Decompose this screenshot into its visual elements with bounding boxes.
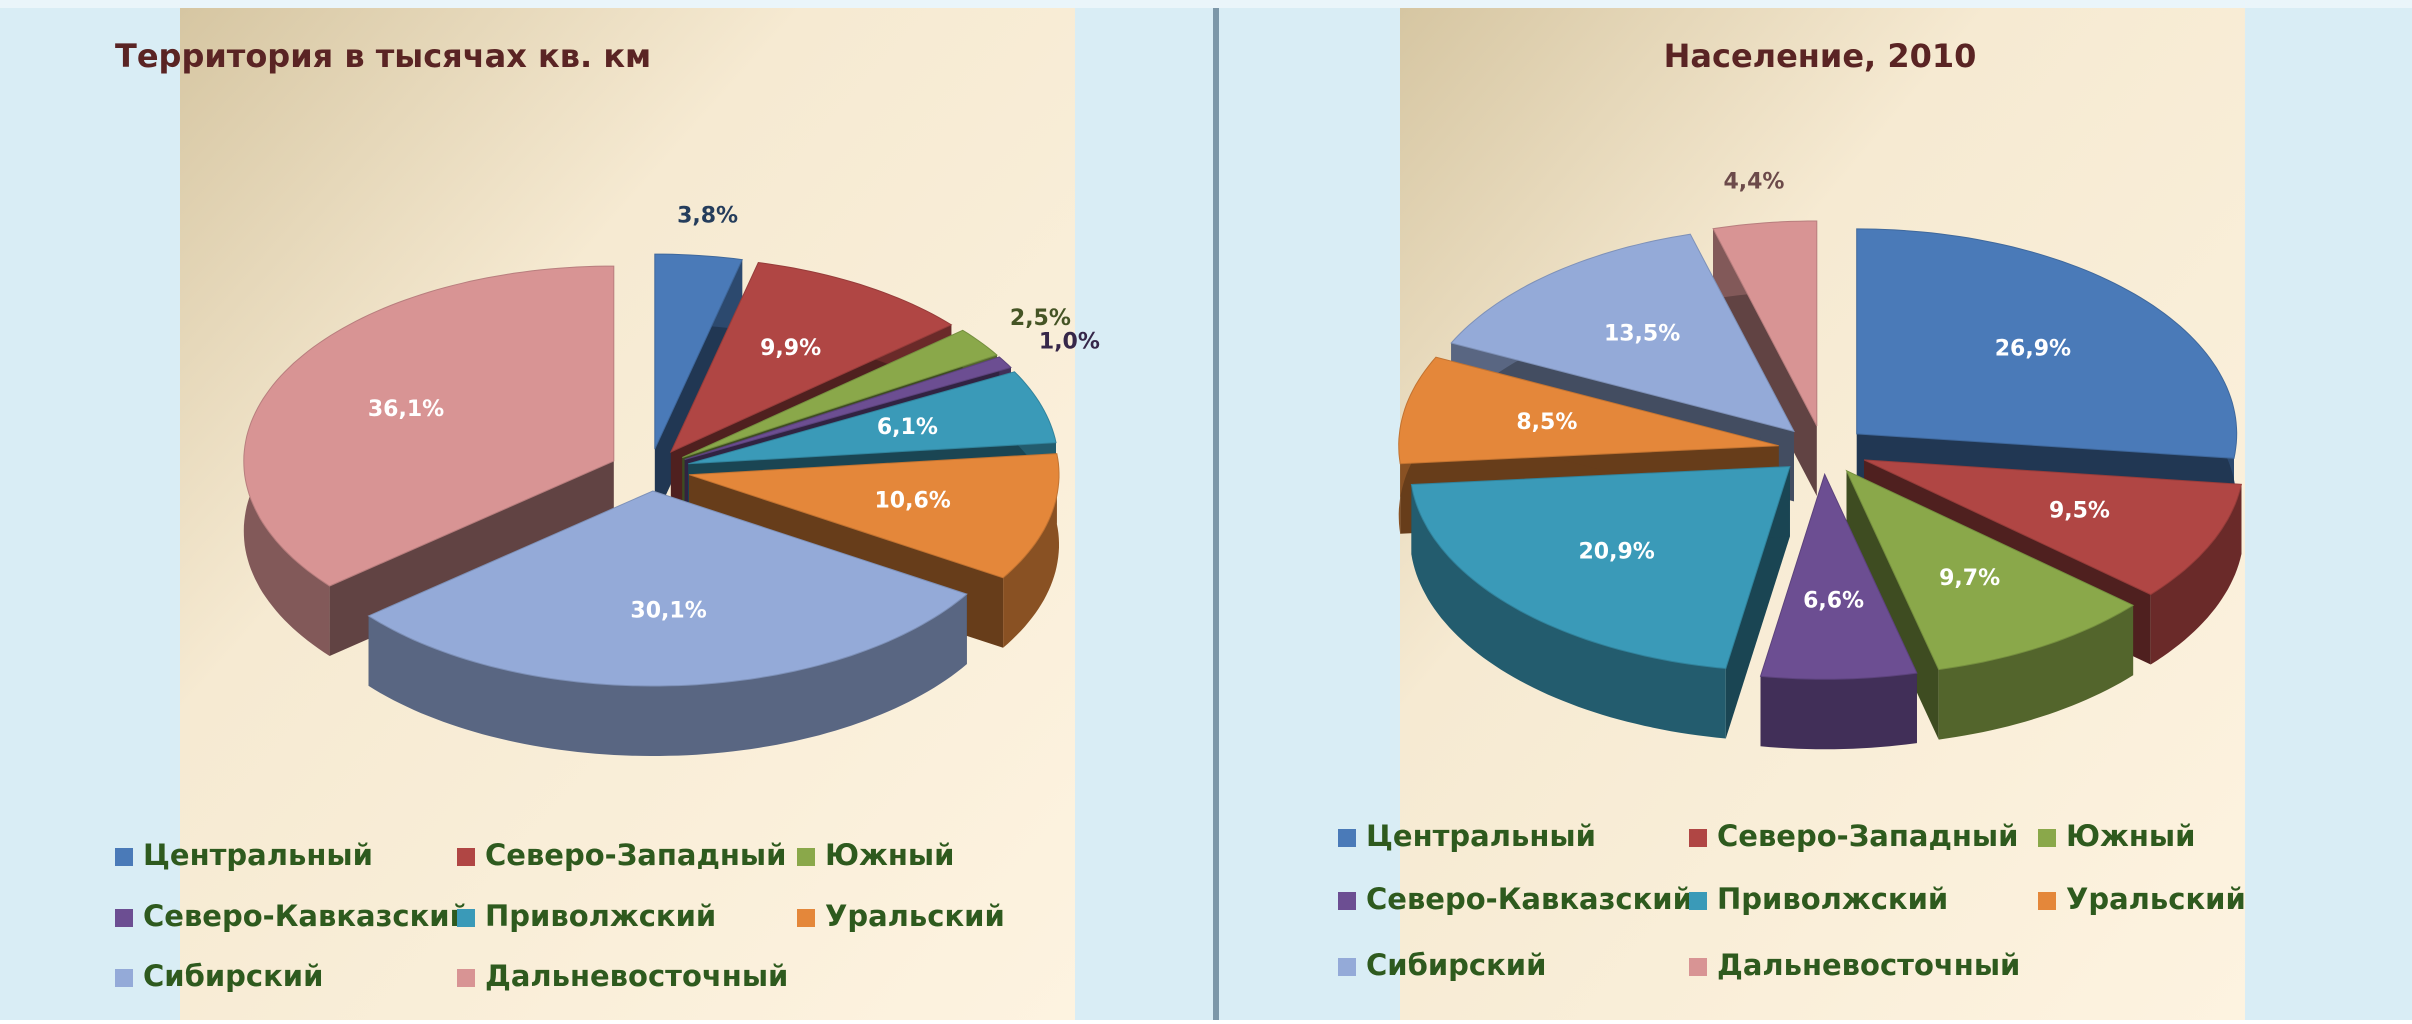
pie-slice (1712, 220, 1818, 427)
pie-slice (688, 453, 1060, 579)
slice-side (368, 594, 967, 756)
divider (1213, 0, 1219, 1020)
data-label: 13,5% (1604, 321, 1680, 346)
legend-swatch (115, 848, 133, 866)
data-label: 9,5% (2049, 498, 2110, 523)
slice-side (1003, 453, 1059, 648)
pie-slice (1450, 233, 1795, 433)
legend-label: Приволжский (485, 899, 716, 933)
chart-title: Население, 2010 (1664, 37, 1977, 75)
data-label: 30,1% (630, 599, 706, 624)
legend-swatch (797, 909, 815, 927)
legend-swatch (797, 848, 815, 866)
top-border (0, 0, 2412, 8)
pie-slice (688, 371, 1057, 465)
legend-label: Центральный (143, 838, 373, 872)
pie-slice (367, 490, 968, 687)
pie-slice (1410, 465, 1791, 670)
pie-slice (1863, 459, 2243, 596)
legend-swatch (1689, 829, 1707, 847)
legend-label: Северо-Западный (485, 838, 786, 872)
pie-slice (1856, 228, 2238, 459)
data-label: 4,4% (1723, 169, 1784, 194)
data-label: 20,9% (1578, 540, 1654, 565)
pie-slice (1759, 472, 1918, 680)
legend-swatch (457, 848, 475, 866)
slice-side (1411, 484, 1726, 739)
data-label: 6,6% (1803, 588, 1864, 613)
legend-label: Сибирский (1366, 948, 1546, 982)
slice-side (2150, 484, 2242, 665)
legend-label: Южный (2066, 819, 2195, 853)
legend-swatch (1338, 829, 1356, 847)
data-label: 6,1% (877, 415, 938, 440)
pie-slice (1845, 469, 2135, 671)
legend-swatch (1689, 958, 1707, 976)
legend-label: Сибирский (143, 959, 323, 993)
legend-label: Южный (825, 838, 954, 872)
data-label: 8,5% (1516, 410, 1577, 435)
pie-slice (682, 329, 998, 458)
pie-slice (243, 265, 615, 587)
pie-slice (684, 356, 1012, 460)
legend-swatch (2038, 829, 2056, 847)
legend-swatch (1338, 958, 1356, 976)
legend-label: Северо-Кавказский (1366, 882, 1693, 916)
legend-label: Уральский (825, 899, 1005, 933)
legend-swatch (457, 969, 475, 987)
data-label: 26,9% (1995, 337, 2071, 362)
legend-label: Северо-Кавказский (143, 899, 470, 933)
legend-swatch (2038, 892, 2056, 910)
data-label: 9,7% (1939, 566, 2000, 591)
legend-label: Северо-Западный (1717, 819, 2018, 853)
chart-title: Территория в тысячах кв. км (115, 37, 651, 75)
data-label: 3,8% (677, 204, 738, 229)
legend-label: Уральский (2066, 882, 2246, 916)
legend-swatch (1338, 892, 1356, 910)
slice-side (1938, 605, 2134, 740)
legend-label: Дальневосточный (1717, 948, 2020, 982)
legend-label: Дальневосточный (485, 959, 788, 993)
pie-slice (654, 253, 743, 450)
legend-swatch (1689, 892, 1707, 910)
data-label: 9,9% (760, 336, 821, 361)
pie-slice (1398, 356, 1779, 465)
pie-slice (669, 261, 953, 454)
data-label: 1,0% (1039, 330, 1100, 355)
data-label: 10,6% (874, 489, 950, 514)
legend-swatch (457, 909, 475, 927)
legend-label: Центральный (1366, 819, 1596, 853)
legend-swatch (115, 909, 133, 927)
legend-swatch (115, 969, 133, 987)
data-label: 2,5% (1010, 306, 1071, 331)
legend-label: Приволжский (1717, 882, 1948, 916)
data-label: 36,1% (368, 397, 444, 422)
slice-side (1760, 673, 1917, 750)
